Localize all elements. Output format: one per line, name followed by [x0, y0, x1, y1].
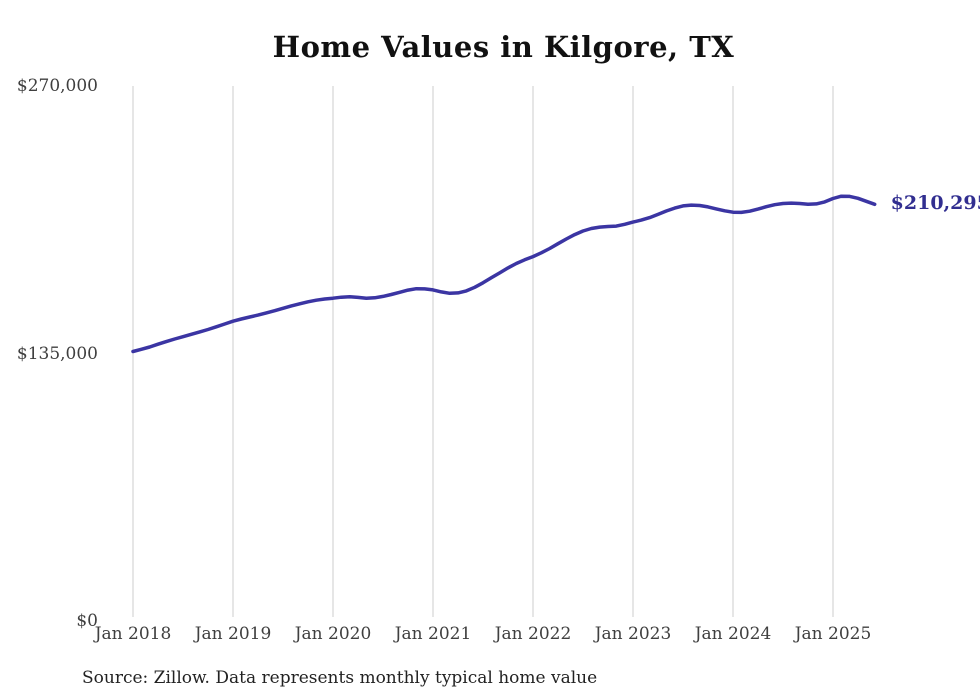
x-tick-label: Jan 2022	[494, 624, 572, 644]
y-tick-label: $270,000	[16, 76, 98, 96]
chart-title: Home Values in Kilgore, TX	[272, 30, 735, 64]
x-tick-label: Jan 2021	[394, 624, 472, 644]
x-tick-label: Jan 2025	[794, 624, 872, 644]
y-tick-label: $0	[76, 611, 98, 631]
x-tick-label: Jan 2024	[694, 624, 772, 644]
x-tick-label: Jan 2018	[94, 624, 172, 644]
current-value-label: $210,295	[890, 192, 980, 215]
source-note: Source: Zillow. Data represents monthly …	[82, 668, 598, 688]
x-tick-label: Jan 2020	[294, 624, 372, 644]
x-tick-label: Jan 2019	[194, 624, 272, 644]
home-value-line	[131, 194, 877, 354]
y-tick-label: $135,000	[16, 343, 98, 364]
x-tick-label: Jan 2023	[594, 624, 672, 644]
